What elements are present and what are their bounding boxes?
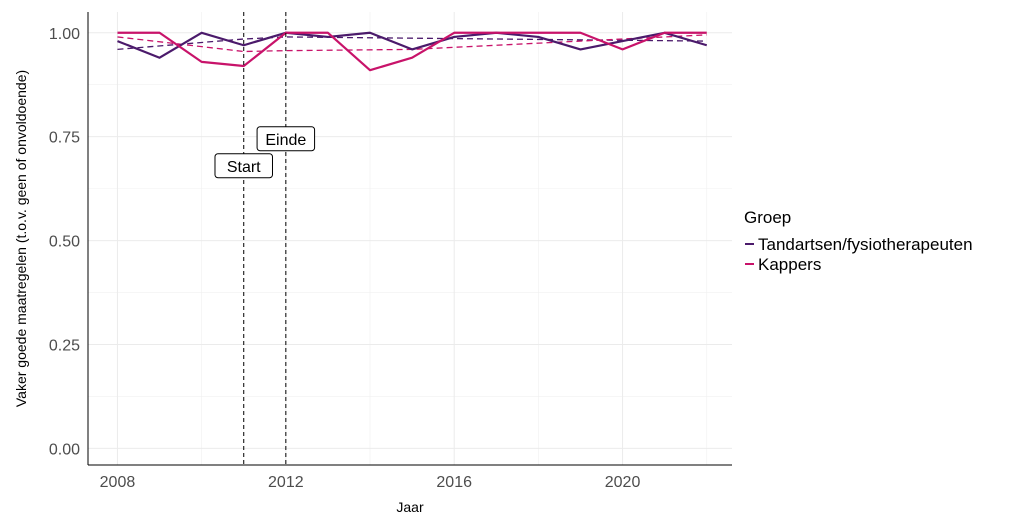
axes — [87, 12, 732, 466]
legend-label: Kappers — [758, 255, 821, 274]
y-axis-title: Vaker goede maatregelen (t.o.v. geen of … — [13, 70, 29, 407]
y-tick-label: 0.00 — [49, 441, 80, 458]
grid-minor — [88, 12, 732, 465]
legend-title: Groep — [744, 208, 791, 227]
x-tick-label: 2012 — [268, 474, 304, 491]
annotation-text: Einde — [265, 132, 306, 149]
series-line — [117, 31, 708, 59]
y-tick-label: 0.75 — [49, 130, 80, 147]
x-axis-title: Jaar — [396, 499, 424, 515]
annotation-box — [256, 126, 316, 152]
grid-major — [88, 12, 732, 465]
x-tick-label: 2008 — [100, 474, 136, 491]
legend-label: Tandartsen/fysiotherapeuten — [758, 235, 973, 254]
x-tick-label: 2020 — [605, 474, 641, 491]
x-tick-labels: 2008 2012 2016 2020 — [100, 474, 641, 491]
annotation-label: Start — [214, 153, 273, 179]
trend-line — [117, 34, 707, 53]
annotation-box — [214, 153, 273, 179]
y-tick-labels: 0.00 0.25 0.50 0.75 1.00 — [49, 26, 80, 459]
y-tick-label: 1.00 — [49, 26, 80, 43]
annotation-label: Einde — [256, 126, 316, 152]
series-lines — [117, 31, 708, 72]
period-vlines — [243, 12, 287, 465]
series-line — [117, 31, 707, 72]
y-tick-label: 0.50 — [49, 234, 80, 251]
annotation-text: Start — [227, 159, 261, 176]
y-tick-label: 0.25 — [49, 337, 80, 354]
x-tick-label: 2016 — [436, 474, 472, 491]
